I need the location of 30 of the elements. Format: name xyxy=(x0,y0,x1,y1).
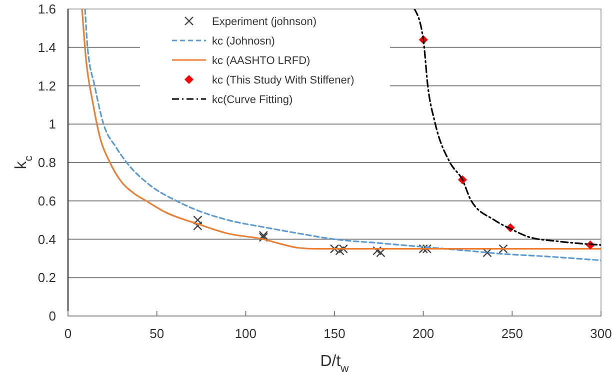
legend-label: kc (AASHTO LRFD) xyxy=(212,55,310,67)
point xyxy=(335,246,344,256)
y-tick-label: 0 xyxy=(48,308,56,324)
legend-label: kc(Curve Fitting) xyxy=(212,94,293,106)
x-tick-label: 150 xyxy=(324,326,346,341)
y-tick-label: 0.2 xyxy=(38,270,56,286)
x-axis-title: D/t$_{w}$ xyxy=(320,353,350,372)
legend-label: kc (Johnosn) xyxy=(212,36,275,48)
y-tick-label: 1.6 xyxy=(38,2,56,16)
y-tick-label: 1 xyxy=(48,116,56,132)
x-tick-label: 50 xyxy=(150,326,164,341)
point xyxy=(422,244,432,254)
y-tick-label: 0.8 xyxy=(38,155,56,170)
x-tick-label: 0 xyxy=(64,326,72,341)
legend-label: kc (This Study With Stiffener) xyxy=(212,74,354,86)
y-tick-label: 1.4 xyxy=(38,40,56,55)
point xyxy=(372,246,382,256)
y-tick-label: 0.4 xyxy=(38,232,56,247)
line-series xyxy=(414,9,601,246)
x-tick-label: 250 xyxy=(501,326,524,341)
legend-label: Experiment (johnson) xyxy=(212,16,317,28)
x-tick-label: 300 xyxy=(590,326,612,341)
y-tick-label: 1.2 xyxy=(38,78,56,94)
point xyxy=(193,215,202,225)
x-tick-label: 100 xyxy=(234,326,257,341)
point xyxy=(498,244,508,254)
y-tick-label: 0.6 xyxy=(38,193,56,208)
point xyxy=(418,244,428,254)
x-tick-label: 200 xyxy=(412,326,434,341)
point xyxy=(193,221,202,230)
